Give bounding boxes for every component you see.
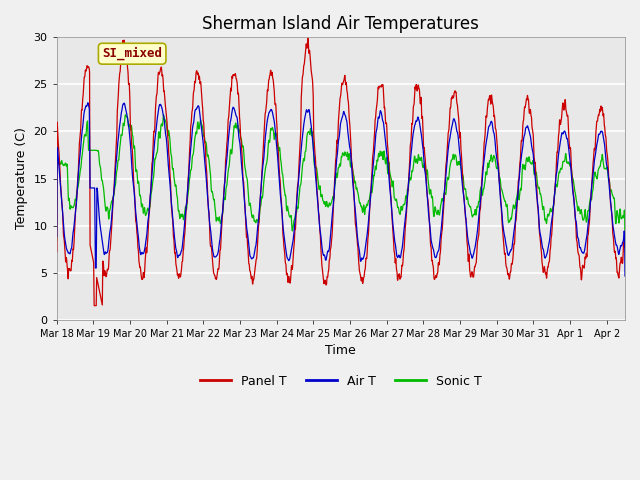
Y-axis label: Temperature (C): Temperature (C)	[15, 128, 28, 229]
Air T	[53, 234, 61, 240]
Sonic T	[122, 112, 129, 118]
Sonic T	[621, 245, 629, 251]
Panel T	[304, 36, 312, 41]
Sonic T	[409, 167, 417, 173]
Sonic T	[86, 147, 94, 153]
Air T	[602, 150, 609, 156]
Legend: Panel T, Air T, Sonic T: Panel T, Air T, Sonic T	[195, 370, 486, 393]
Sonic T	[602, 166, 609, 171]
Line: Sonic T: Sonic T	[57, 115, 625, 248]
Panel T	[621, 244, 629, 250]
Sonic T	[426, 189, 434, 194]
X-axis label: Time: Time	[326, 344, 356, 357]
Sonic T	[344, 157, 352, 163]
Panel T	[86, 242, 94, 248]
Line: Air T: Air T	[57, 103, 625, 276]
Panel T	[409, 109, 417, 115]
Panel T	[534, 207, 542, 213]
Panel T	[90, 303, 98, 309]
Panel T	[53, 249, 61, 255]
Air T	[534, 202, 541, 207]
Title: Sherman Island Air Temperatures: Sherman Island Air Temperatures	[202, 15, 479, 33]
Sonic T	[53, 238, 61, 244]
Air T	[409, 133, 417, 139]
Air T	[344, 134, 352, 140]
Line: Panel T: Panel T	[57, 38, 625, 306]
Panel T	[426, 242, 434, 248]
Text: SI_mixed: SI_mixed	[102, 47, 162, 60]
Air T	[86, 185, 94, 191]
Panel T	[345, 103, 353, 108]
Air T	[84, 100, 92, 106]
Air T	[621, 273, 629, 279]
Panel T	[602, 133, 609, 139]
Sonic T	[534, 183, 541, 189]
Air T	[426, 226, 434, 232]
